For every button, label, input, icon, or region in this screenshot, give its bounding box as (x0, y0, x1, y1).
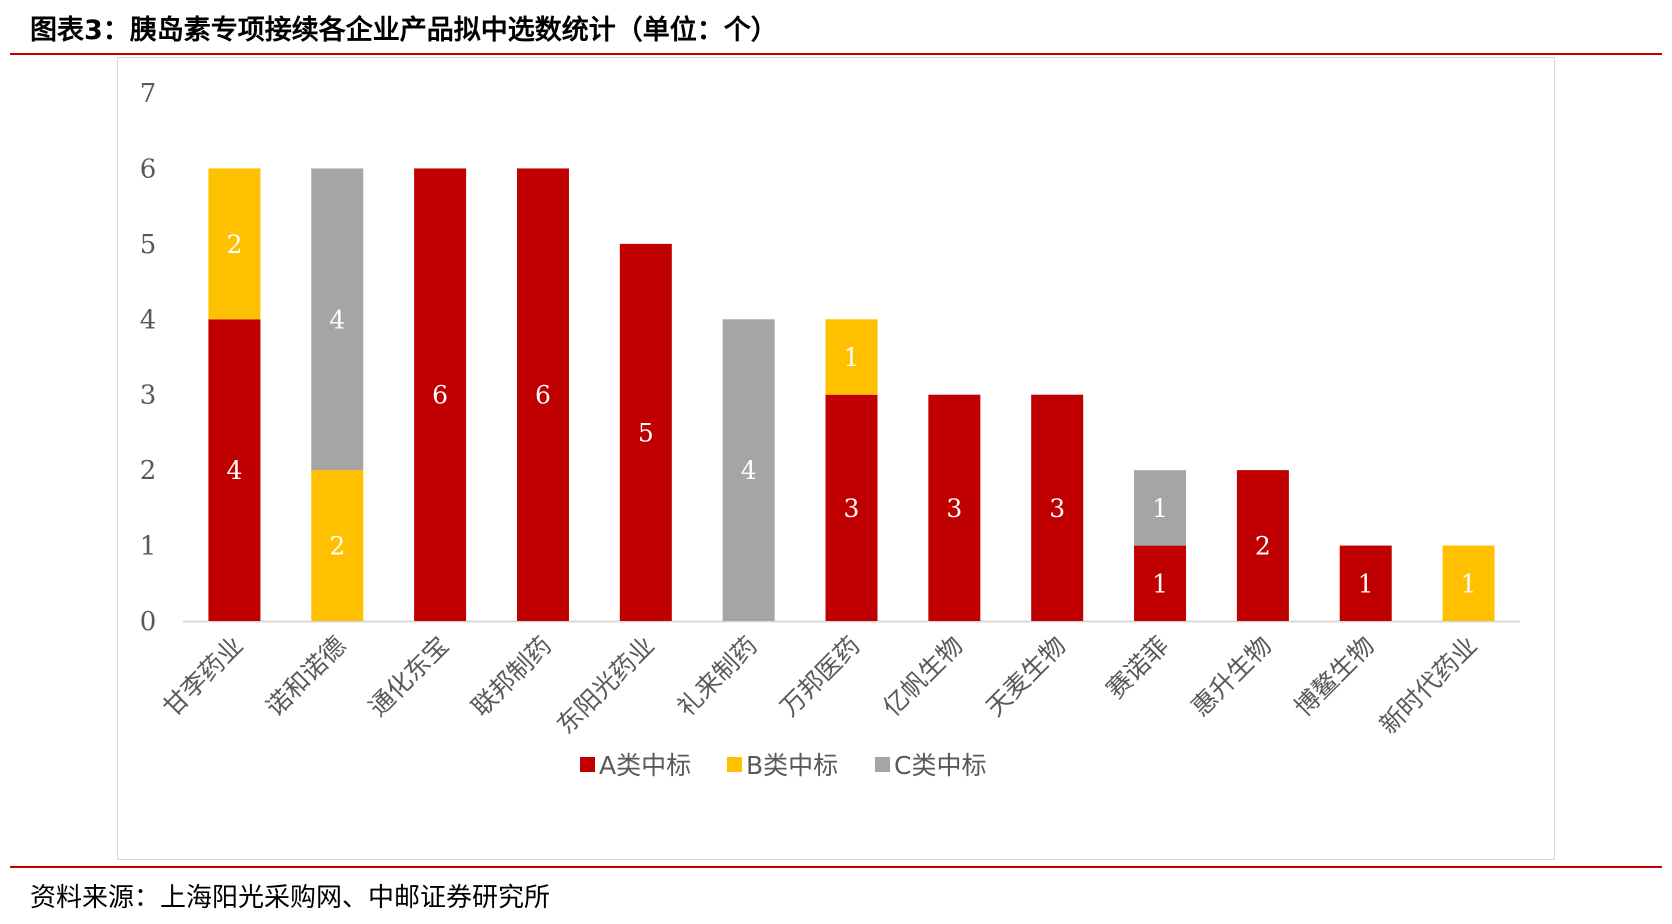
data-label: 6 (432, 381, 448, 410)
x-category-label: 诺和诺德 (260, 631, 351, 722)
legend-swatch (875, 757, 890, 772)
x-category-label: 赛诺菲 (1101, 631, 1175, 705)
data-label: 2 (329, 532, 345, 561)
data-label: 3 (946, 494, 962, 523)
data-label: 1 (1152, 494, 1168, 523)
x-category-label: 亿帆生物 (877, 631, 968, 722)
bar-segment (208, 319, 261, 621)
bar-segment (619, 243, 672, 621)
bar-segment (1339, 545, 1392, 621)
y-tick-label: 3 (140, 381, 157, 411)
title-divider (10, 53, 1662, 55)
y-tick-label: 7 (140, 79, 157, 109)
bar-segment (311, 470, 364, 621)
legend-label: C类中标 (894, 751, 986, 780)
bar-segment (825, 319, 878, 395)
y-tick-label: 4 (140, 305, 157, 335)
y-tick-label: 0 (140, 607, 157, 637)
bar-segment (1236, 470, 1289, 621)
x-category-label: 天麦生物 (980, 631, 1071, 722)
data-label: 2 (1255, 532, 1271, 561)
x-category-label: 东阳光药业 (551, 631, 660, 740)
x-category-label: 新时代药业 (1374, 631, 1483, 740)
data-label: 1 (844, 343, 860, 372)
data-label: 2 (226, 230, 242, 259)
legend-swatch (580, 757, 595, 772)
x-category-label: 万邦医药 (775, 631, 866, 722)
x-category-label: 甘李药业 (157, 631, 248, 722)
bar-segment (825, 394, 878, 621)
bar-segment (928, 394, 981, 621)
source-note: 资料来源：上海阳光采购网、中邮证券研究所 (30, 883, 551, 913)
legend-swatch (727, 757, 742, 772)
legend-label: A类中标 (599, 751, 691, 780)
data-label: 1 (1461, 569, 1477, 598)
x-category-label: 博鳌生物 (1289, 631, 1380, 722)
bar-segment (722, 319, 775, 621)
data-label: 3 (1049, 494, 1065, 523)
legend-label: B类中标 (746, 751, 838, 780)
x-category-label: 联邦制药 (466, 631, 557, 722)
bar-segment (1134, 470, 1187, 546)
bar-segment (516, 168, 569, 621)
y-tick-label: 2 (140, 456, 157, 486)
y-tick-label: 1 (140, 532, 157, 562)
y-tick-label: 5 (140, 230, 157, 260)
x-category-label: 礼来制药 (672, 631, 763, 722)
data-label: 4 (329, 305, 345, 334)
bar-segment (208, 168, 261, 320)
data-label: 5 (638, 418, 654, 447)
chart-title: 图表3：胰岛素专项接续各企业产品拟中选数统计（单位：个） (30, 15, 778, 46)
bar-segment (414, 168, 467, 621)
data-label: 4 (741, 456, 757, 485)
bar-segment (1134, 545, 1187, 621)
x-category-label: 惠升生物 (1186, 631, 1277, 722)
y-tick-label: 6 (140, 154, 157, 184)
bar-segment (1031, 394, 1084, 621)
data-label: 1 (1152, 569, 1168, 598)
source-divider (10, 866, 1662, 868)
data-label: 1 (1358, 569, 1374, 598)
bar-segment (1442, 545, 1495, 621)
data-label: 3 (844, 494, 860, 523)
x-category-label: 通化东宝 (363, 631, 454, 722)
data-label: 4 (226, 456, 242, 485)
bar-segment (311, 168, 364, 471)
data-label: 6 (535, 381, 551, 410)
